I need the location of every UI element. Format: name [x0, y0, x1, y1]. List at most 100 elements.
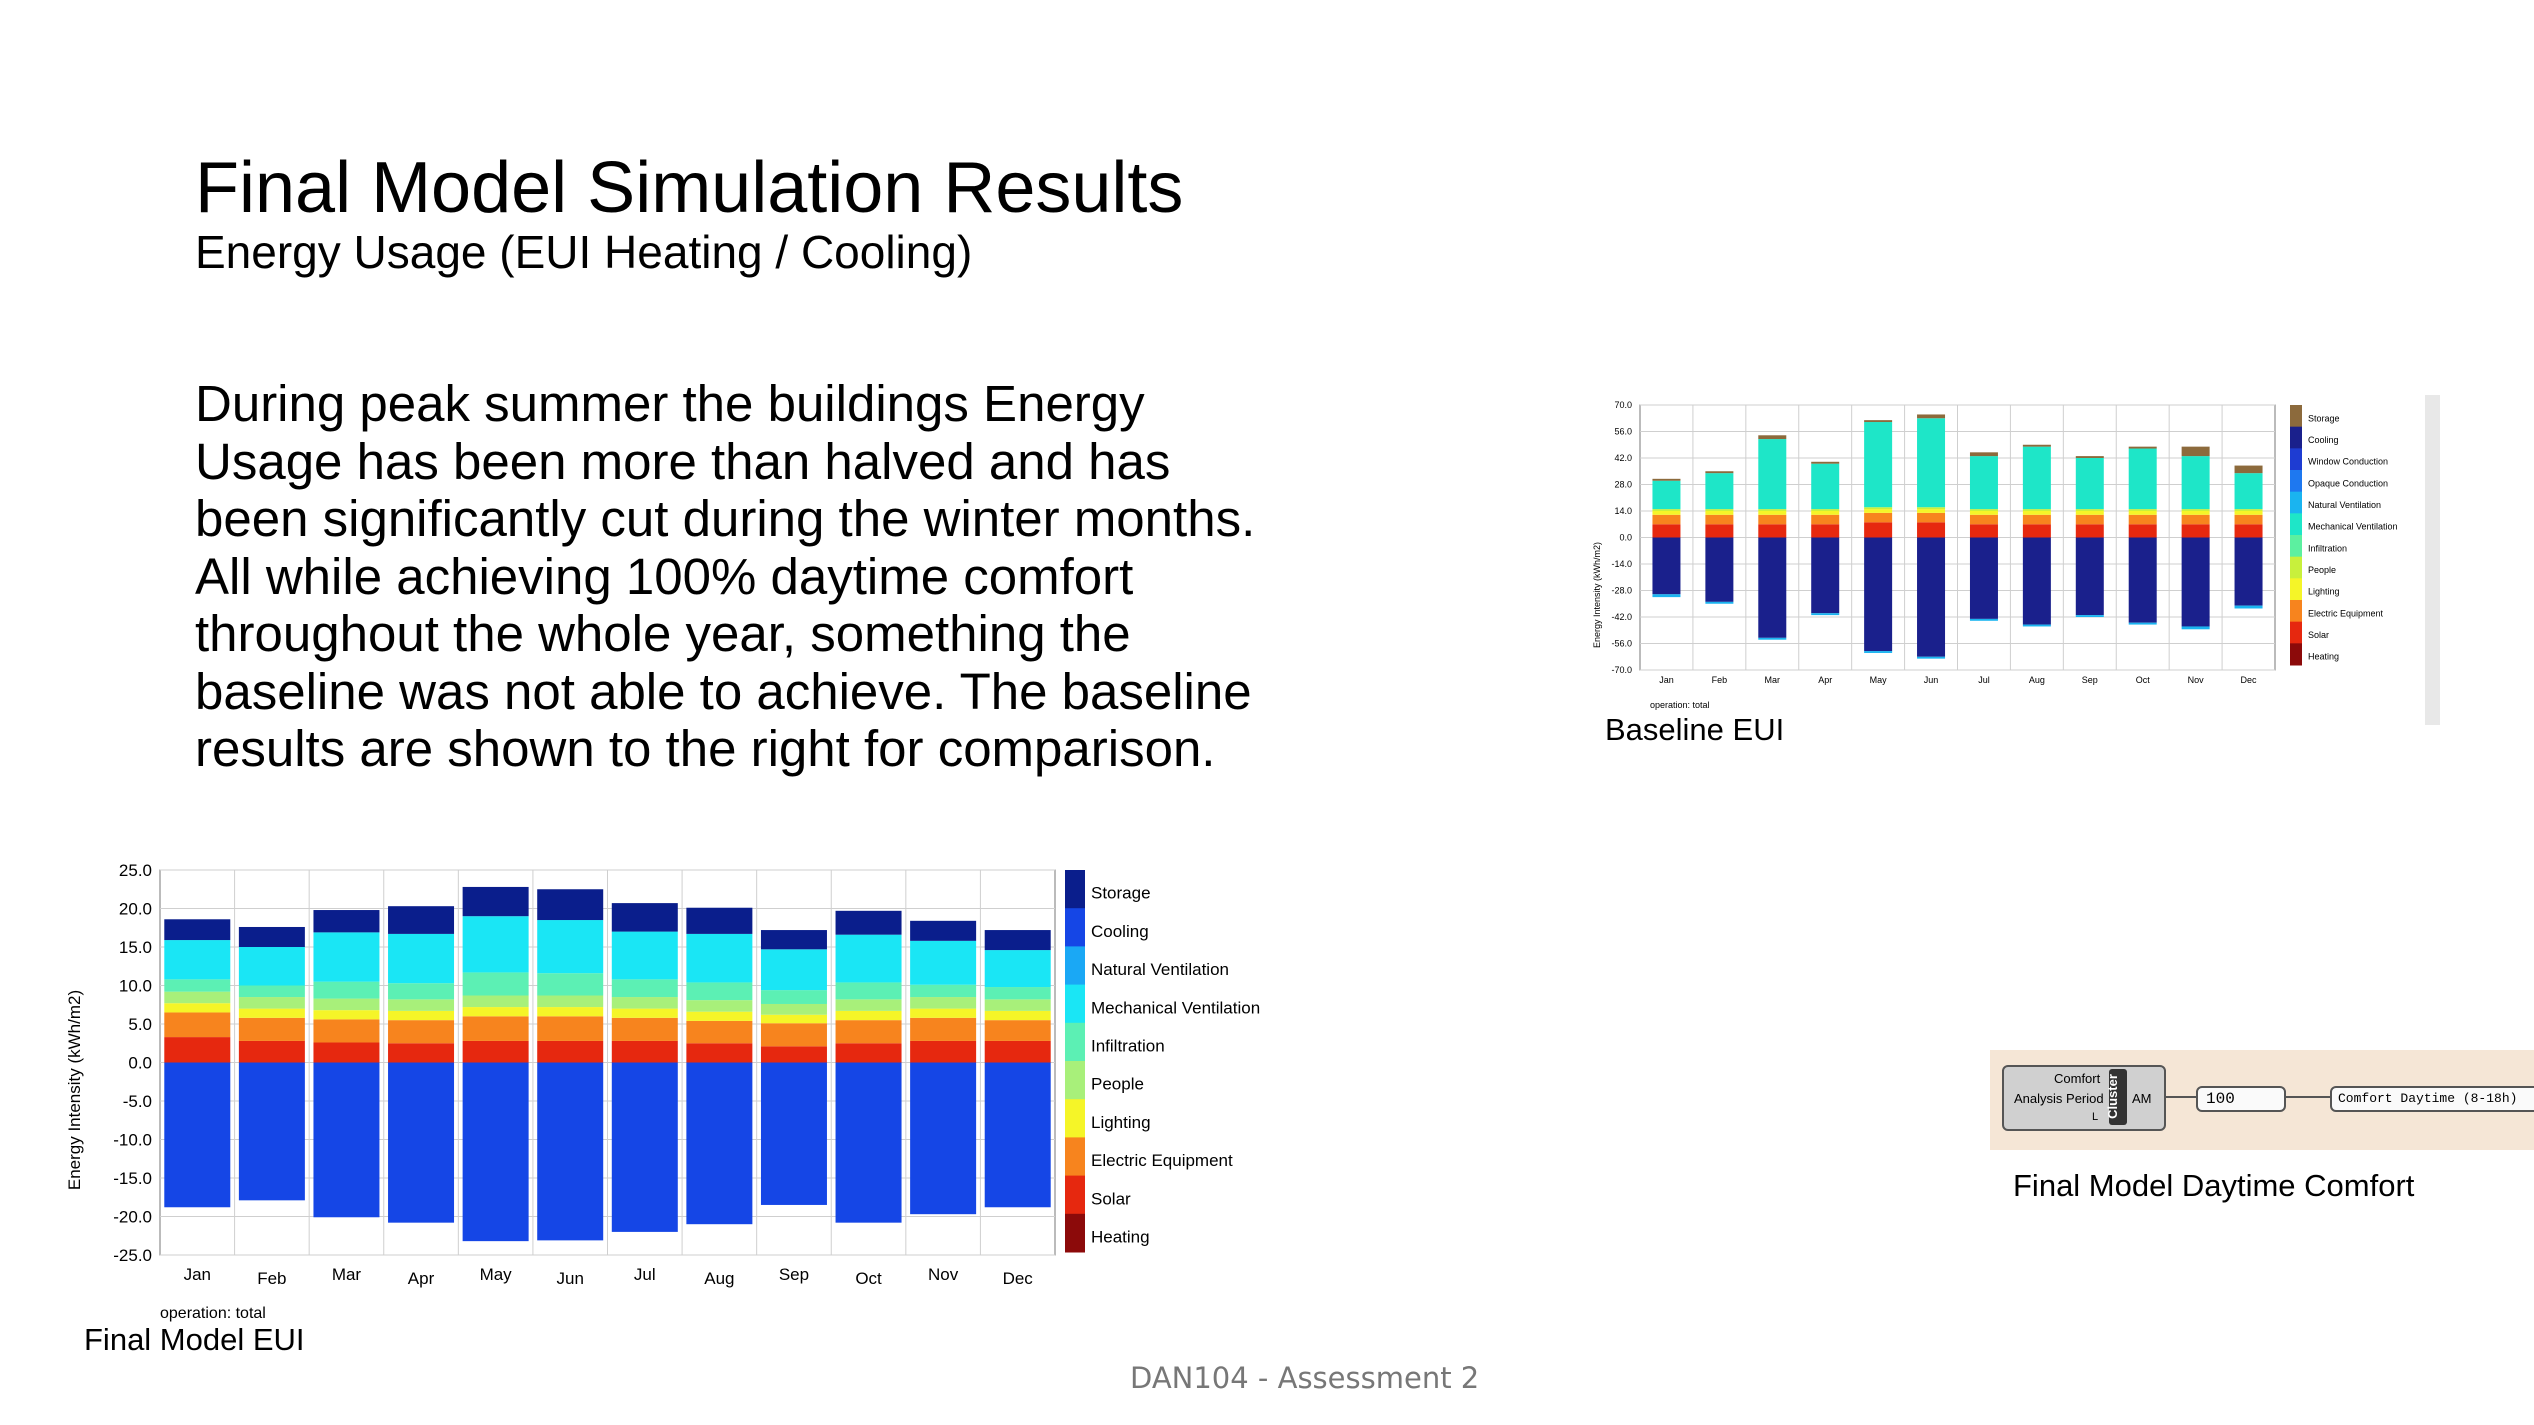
legend-label: Lighting	[2308, 587, 2340, 597]
y-axis-label: Energy Intensity (kWh/m2)	[1592, 542, 1602, 648]
bar-segment-lighting	[1917, 509, 1946, 513]
bar-segment-mechanical-ventilation	[760, 949, 827, 991]
bar-segment-infiltration	[686, 982, 753, 1001]
bar-segment-cooling	[238, 1062, 305, 1201]
x-tick-label: May	[1870, 675, 1888, 685]
bar-segment-people	[686, 1000, 753, 1012]
bar-segment-mechanical-ventilation	[1917, 418, 1946, 508]
bar-segment-storage	[537, 889, 604, 921]
y-tick-label: 42.0	[1614, 453, 1632, 463]
x-tick-label: Jan	[1659, 675, 1674, 685]
bar-segment-electric-equipment	[2075, 514, 2104, 525]
bar-segment-solar	[910, 1040, 977, 1063]
x-tick-label: Feb	[1712, 675, 1728, 685]
bar-segment-storage	[984, 930, 1051, 951]
bar-segment-electric-equipment	[462, 1016, 529, 1041]
bar-segment-people	[2022, 509, 2051, 511]
bar-segment-cooling	[2128, 537, 2157, 623]
legend-swatch	[1065, 1022, 1085, 1062]
bar-segment-electric-equipment	[388, 1020, 455, 1044]
bar-segment-people	[2075, 509, 2104, 511]
bar-segment-storage	[1705, 471, 1734, 474]
x-tick-label: Aug	[704, 1269, 734, 1288]
bar-segment-people	[760, 1003, 827, 1015]
y-tick-label: -70.0	[1611, 665, 1632, 675]
bar-segment-lighting	[238, 1008, 305, 1018]
bar-segment-people	[1969, 509, 1998, 511]
y-tick-label: -20.0	[113, 1207, 152, 1226]
bar-segment-lighting	[2128, 511, 2157, 515]
small-label: L	[2092, 1111, 2099, 1123]
legend-label: Window Conduction	[2308, 457, 2388, 467]
bar-segment-electric-equipment	[1705, 514, 1734, 525]
legend-swatch	[1065, 946, 1085, 986]
legend-swatch	[2290, 535, 2302, 558]
bar-segment-mechanical-ventilation	[2234, 473, 2263, 510]
bar-segment-electric-equipment	[238, 1017, 305, 1041]
bar-segment-natural-ventilation	[1705, 601, 1734, 604]
bar-segment-storage	[1969, 452, 1998, 457]
bar-segment-natural-ventilation	[1811, 613, 1840, 616]
bar-segment-storage	[238, 926, 305, 947]
legend-label: People	[2308, 565, 2336, 575]
bar-segment-storage	[1917, 414, 1946, 419]
x-tick-label: Apr	[408, 1269, 435, 1288]
bar-segment-electric-equipment	[1864, 512, 1893, 523]
final-model-label: Final Model EUI	[84, 1322, 305, 1357]
bar-segment-mechanical-ventilation	[2128, 448, 2157, 510]
comfort-component[interactable]: Comfort Analysis Period Cluster AM L	[2002, 1065, 2166, 1131]
bar-segment-solar	[835, 1043, 902, 1063]
bar-segment-cooling	[984, 1062, 1051, 1208]
bar-segment-storage	[2181, 446, 2210, 457]
bar-segment-cooling	[2075, 537, 2104, 616]
bar-segment-lighting	[2234, 511, 2263, 515]
bar-segment-electric-equipment	[537, 1016, 604, 1041]
text-panel[interactable]: Comfort Daytime (8-18h)	[2330, 1086, 2534, 1112]
bar-segment-infiltration	[984, 987, 1051, 1000]
y-tick-label: 14.0	[1614, 506, 1632, 516]
bar-segment-cooling	[910, 1062, 977, 1215]
y-tick-label: 56.0	[1614, 427, 1632, 437]
bar-segment-electric-equipment	[164, 1012, 231, 1038]
y-tick-label: 25.0	[119, 861, 152, 880]
bar-segment-mechanical-ventilation	[835, 934, 902, 983]
bar-segment-lighting	[835, 1010, 902, 1021]
y-tick-label: 15.0	[119, 938, 152, 957]
bar-segment-solar	[1917, 522, 1946, 538]
bar-segment-lighting	[910, 1008, 977, 1018]
x-tick-label: Jul	[634, 1265, 656, 1284]
component-title: Comfort	[2054, 1071, 2101, 1086]
bar-segment-mechanical-ventilation	[1811, 463, 1840, 510]
bar-segment-lighting	[1652, 511, 1681, 515]
legend-label: Natural Ventilation	[2308, 500, 2381, 510]
bar-segment-mechanical-ventilation	[388, 933, 455, 984]
y-axis-label: Energy Intensity (kWh/m2)	[65, 990, 84, 1190]
bar-segment-infiltration	[313, 981, 380, 999]
y-tick-label: 70.0	[1614, 400, 1632, 410]
bar-segment-lighting	[686, 1011, 753, 1021]
bar-segment-cooling	[1758, 537, 1787, 638]
legend-swatch	[1065, 1137, 1085, 1177]
x-tick-label: Oct	[855, 1269, 882, 1288]
bar-segment-electric-equipment	[686, 1020, 753, 1044]
legend-swatch	[1065, 908, 1085, 947]
bar-segment-electric-equipment	[2181, 514, 2210, 525]
value-panel[interactable]: 100	[2196, 1086, 2286, 1112]
bar-segment-lighting	[1705, 511, 1734, 515]
bar-segment-lighting	[1969, 511, 1998, 515]
legend-swatch	[2290, 600, 2302, 623]
bar-segment-lighting	[2022, 511, 2051, 515]
y-tick-label: -28.0	[1611, 586, 1632, 596]
x-tick-label: Jul	[1978, 675, 1990, 685]
bar-segment-cooling	[462, 1062, 529, 1242]
x-tick-label: Sep	[2082, 675, 2098, 685]
bar-segment-people	[388, 999, 455, 1011]
bar-segment-solar	[1811, 524, 1840, 538]
bar-segment-electric-equipment	[313, 1019, 380, 1043]
legend-label: Infiltration	[2308, 543, 2347, 553]
legend-label: Cooling	[2308, 435, 2339, 445]
bar-segment-mechanical-ventilation	[537, 920, 604, 974]
legend-swatch	[1065, 1061, 1085, 1100]
legend-swatch	[1065, 1175, 1085, 1215]
body-line: All while achieving 100% daytime comfort	[195, 547, 1134, 605]
